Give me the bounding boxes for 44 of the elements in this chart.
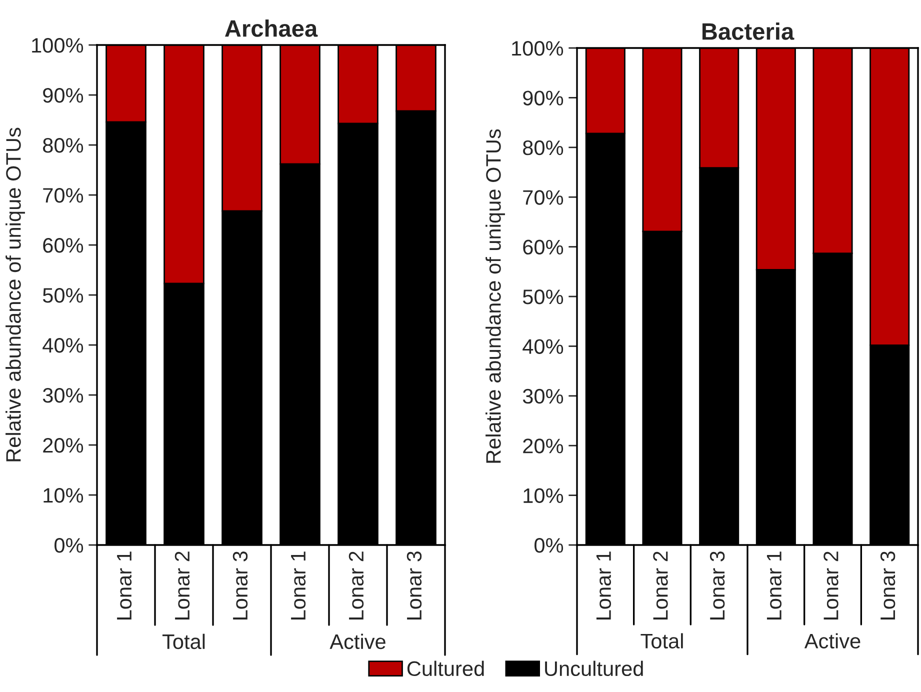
x-tick-label: Lonar 1 xyxy=(596,552,612,620)
x-tick-label: Lonar 2 xyxy=(174,552,190,620)
y-tick-label: 40% xyxy=(42,338,84,353)
x-tick-label: Lonar 2 xyxy=(824,552,838,620)
y-axis-title: Relative abundance of unique OTUs xyxy=(486,129,505,463)
y-axis-title: Relative abundance of unique OTUs xyxy=(6,128,25,462)
text: Total xyxy=(162,634,205,650)
y-tick-label: 100% xyxy=(512,41,564,56)
y-tick-label: 50% xyxy=(522,290,564,304)
y-tick-label: 0% xyxy=(54,538,84,553)
y-tick-label: 80% xyxy=(523,140,564,156)
chart-title: Archaea xyxy=(224,20,318,37)
x-tick-label: Lonar 3 xyxy=(406,551,422,620)
text: Active xyxy=(804,633,860,648)
y-tick-label: 50% xyxy=(42,288,84,303)
y-tick-label: 90% xyxy=(43,88,84,103)
y-tick-label: 70% xyxy=(43,188,84,203)
x-tick-label: Lonar 2 xyxy=(348,552,364,620)
text: Total xyxy=(640,633,683,648)
chart-title: Bacteria xyxy=(702,22,794,40)
x-tick-label: Lonar 1 xyxy=(766,552,782,620)
x-tick-label: Lonar 1 xyxy=(117,552,132,620)
y-tick-label: 60% xyxy=(523,240,564,255)
y-tick-label: 40% xyxy=(522,339,564,354)
y-tick-label: 80% xyxy=(43,138,84,153)
legend-label: Cultured xyxy=(407,660,484,676)
y-tick-label: 20% xyxy=(523,438,564,454)
y-tick-label: 0% xyxy=(534,538,564,553)
x-tick-label: Lonar 3 xyxy=(232,551,248,620)
y-tick-label: 30% xyxy=(522,388,564,404)
y-tick-label: 10% xyxy=(44,488,84,503)
x-tick-label: Lonar 2 xyxy=(653,552,668,620)
y-tick-label: 10% xyxy=(524,488,564,504)
text: Active xyxy=(330,634,386,650)
y-tick-label: 20% xyxy=(43,438,84,453)
y-tick-label: 90% xyxy=(523,90,564,106)
x-tick-label: Lonar 3 xyxy=(880,551,896,620)
y-tick-label: 60% xyxy=(43,238,84,253)
x-tick-label: Lonar 1 xyxy=(291,552,306,620)
y-tick-label: 30% xyxy=(42,388,84,403)
x-tick-label: Lonar 3 xyxy=(710,551,725,620)
y-tick-label: 70% xyxy=(523,190,564,205)
legend-label: Uncultured xyxy=(545,660,643,676)
y-tick-label: 100% xyxy=(32,38,84,53)
